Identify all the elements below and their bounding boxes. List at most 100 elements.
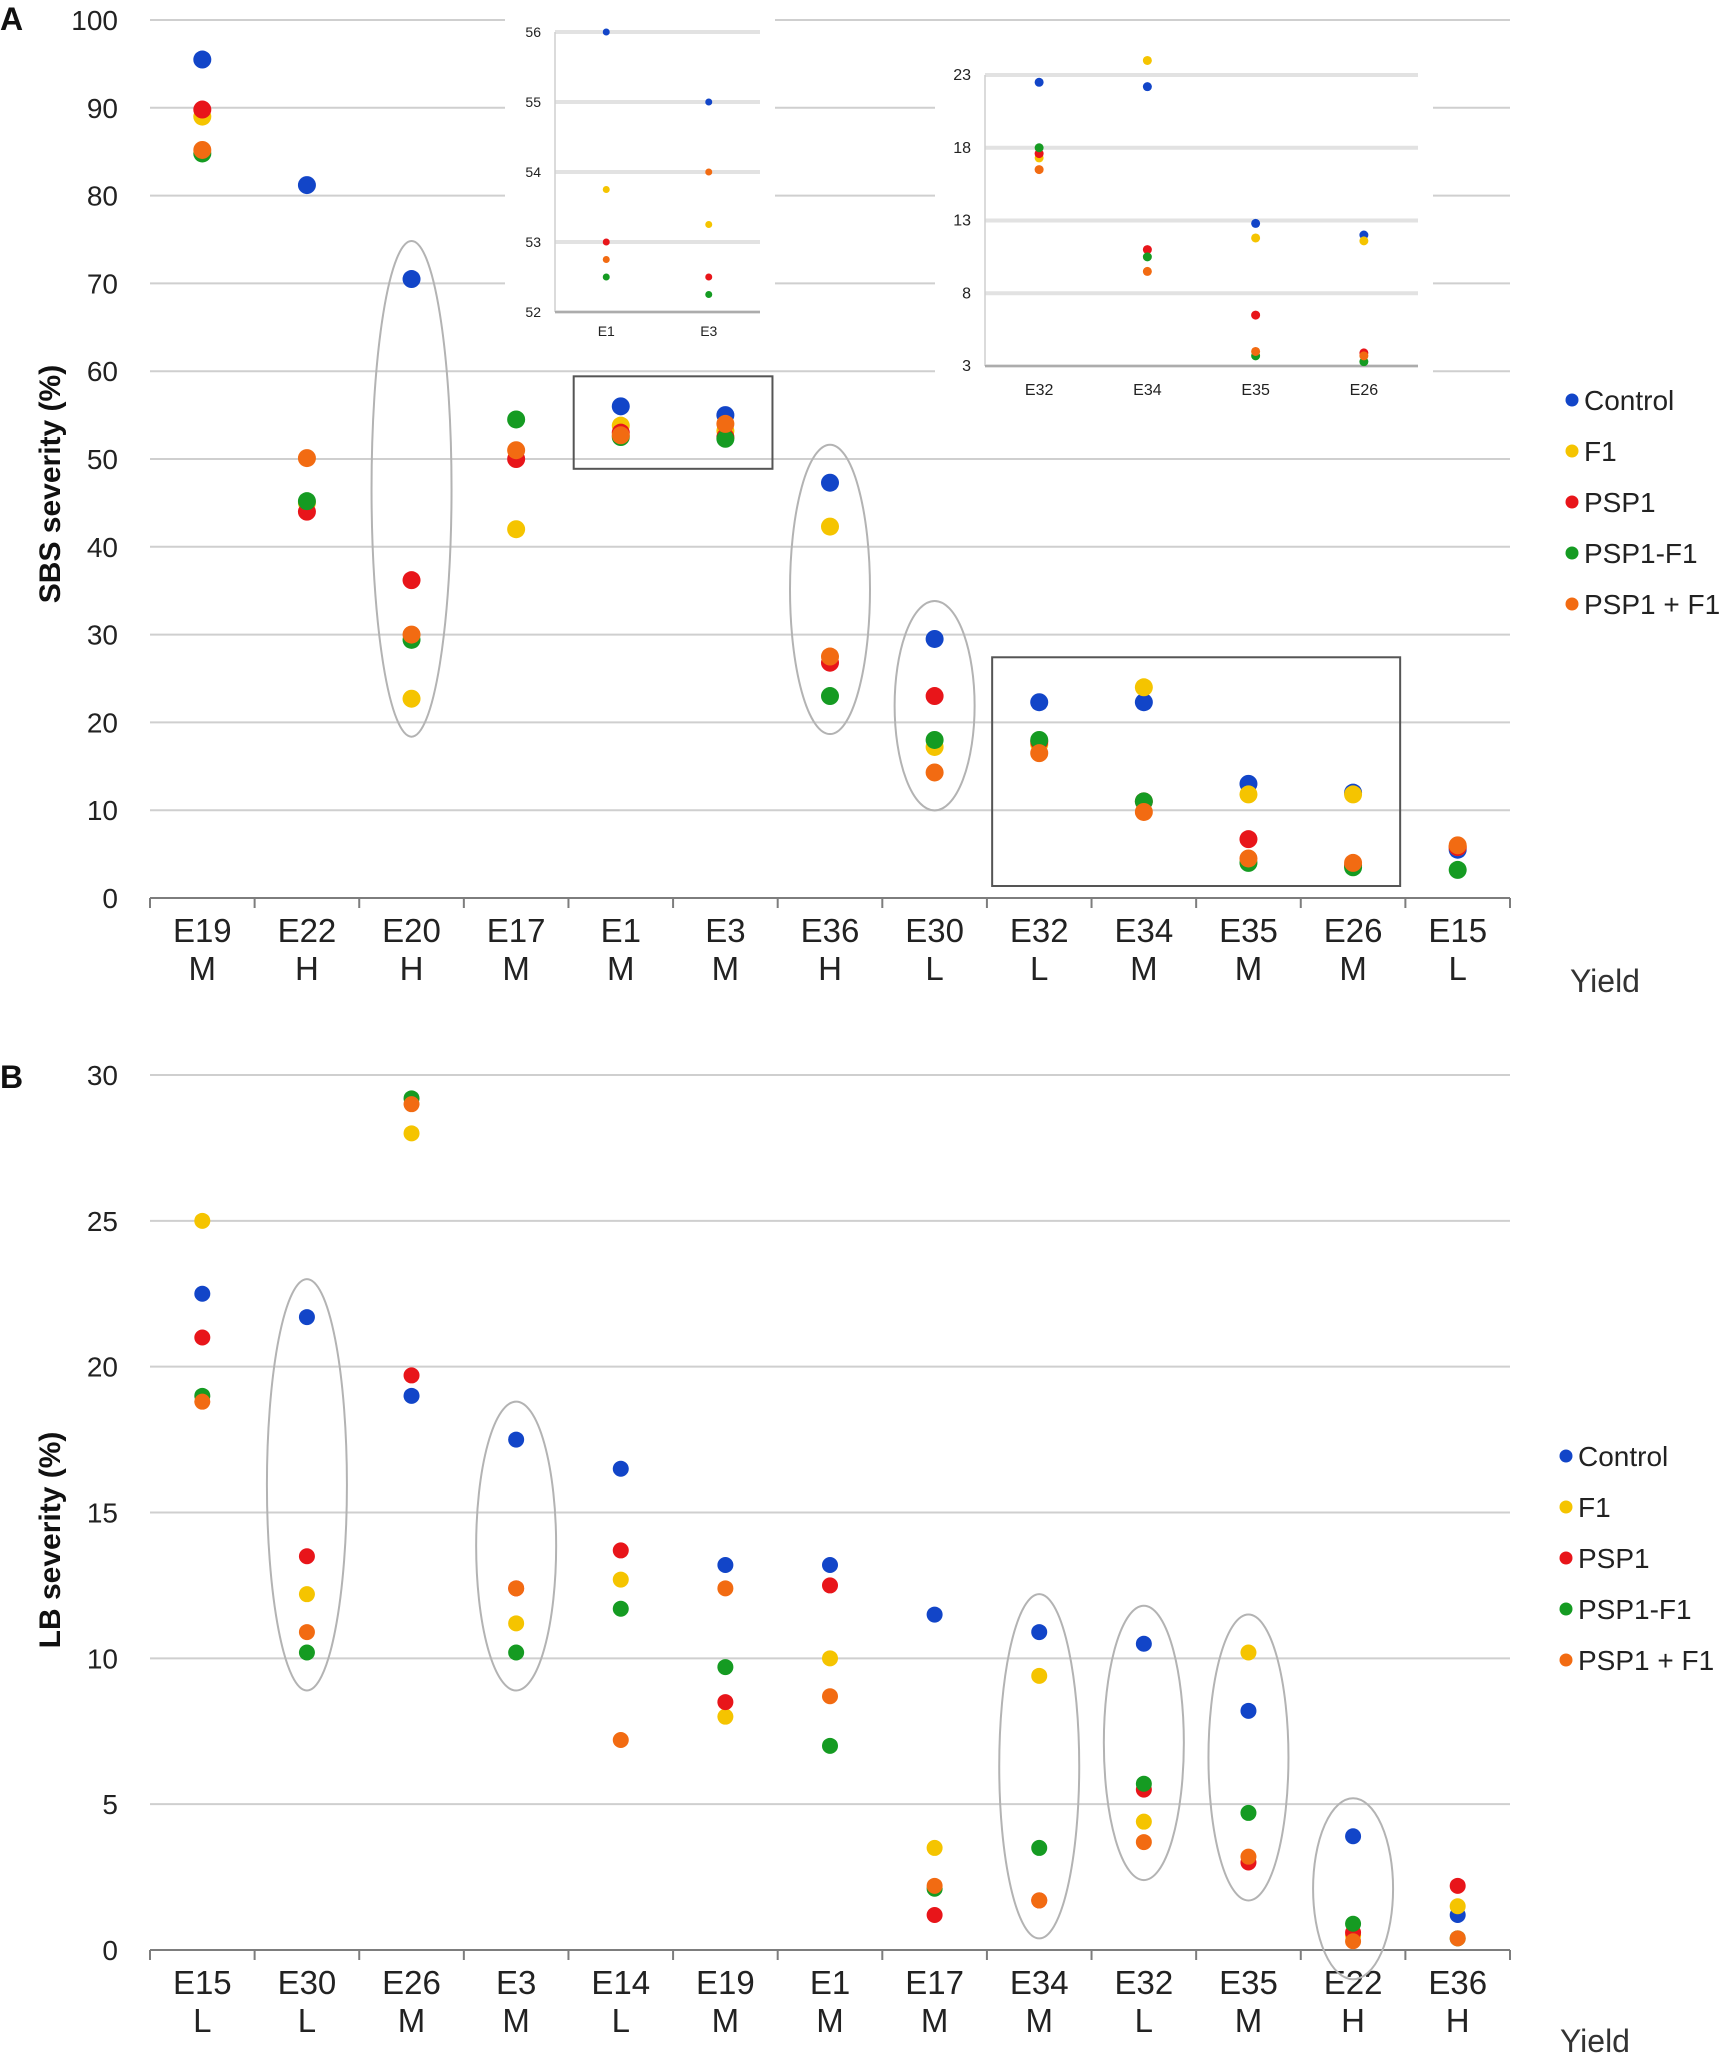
a-inset2-point — [1034, 165, 1044, 175]
a-yield-class-label: M — [1130, 950, 1158, 987]
b-category-label: E14 — [591, 1964, 650, 2001]
a-point — [402, 571, 421, 590]
a-inset2-ytick-label: 23 — [953, 67, 971, 84]
b-category-label: E22 — [1324, 1964, 1383, 2001]
a-yield-class-label: M — [607, 950, 635, 987]
legend-label: PSP1-F1 — [1584, 538, 1698, 569]
b-category-label: E17 — [905, 1964, 964, 2001]
a-ytick-label: 70 — [87, 268, 118, 299]
b-yield-class-label: L — [193, 2002, 211, 2039]
a-yield-class-label: H — [400, 950, 424, 987]
b-category-label: E3 — [496, 1964, 536, 2001]
b-group-ellipse — [475, 1400, 558, 1692]
a-inset1-point — [705, 291, 713, 298]
a-point — [1030, 730, 1049, 749]
b-point — [298, 1309, 315, 1326]
b-point — [403, 1387, 420, 1404]
a-yield-class-label: M — [1235, 950, 1263, 987]
legend-label: PSP1 + F1 — [1578, 1645, 1714, 1676]
b-point — [508, 1644, 525, 1661]
a-inset2-point — [1142, 266, 1152, 276]
panel-label-b: B — [0, 1059, 23, 1095]
b-ytick-label: 30 — [87, 1060, 118, 1091]
a-ytick-label: 30 — [87, 620, 118, 651]
b-group-ellipse — [1312, 1797, 1395, 1981]
legend-marker — [1565, 444, 1579, 458]
a-inset2-point — [1359, 351, 1369, 361]
a-inset2-point — [1142, 245, 1152, 255]
a-point — [402, 625, 421, 644]
a-inset2-point — [1251, 233, 1261, 243]
b-point — [822, 1557, 838, 1573]
a-ytick-label: 10 — [87, 795, 118, 826]
a-category-label: E36 — [801, 912, 860, 949]
a-inset2-point — [1142, 55, 1152, 65]
a-inset2-ytick-label: 3 — [962, 358, 971, 375]
panel-b-chart: LB severity (%) Yield 051015202530E15LE3… — [34, 1060, 1630, 2059]
legend-label: PSP1 — [1584, 487, 1656, 518]
b-point — [1449, 1898, 1466, 1915]
b-point — [1345, 1828, 1362, 1845]
a-ytick-label: 60 — [87, 356, 118, 387]
a-inset2-category-label: E32 — [1025, 382, 1054, 399]
b-point — [1135, 1775, 1152, 1792]
a-category-label: E17 — [487, 912, 546, 949]
a-point — [611, 426, 630, 445]
legend-label: F1 — [1578, 1492, 1611, 1523]
a-group-ellipse — [893, 599, 976, 812]
a-yield-class-label: M — [502, 950, 530, 987]
b-yield-class-label: M — [816, 2002, 844, 2039]
b-yield-class-label: M — [502, 2002, 530, 2039]
b-point — [1345, 1933, 1362, 1950]
b-point — [1031, 1624, 1048, 1641]
legend-label: F1 — [1584, 436, 1617, 467]
a-category-label: E22 — [278, 912, 337, 949]
b-group-ellipse — [1207, 1613, 1290, 1902]
a-inset1-point — [602, 238, 610, 246]
a-point — [821, 647, 839, 666]
a-inset1-point — [705, 221, 713, 228]
b-ytick-label: 0 — [102, 1935, 118, 1966]
panel-b-yield-label: Yield — [1560, 2023, 1630, 2059]
a-point — [193, 100, 212, 119]
a-point — [297, 449, 316, 468]
a-point — [1448, 860, 1467, 879]
a-point — [716, 429, 735, 448]
b-yield-class-label: M — [1025, 2002, 1053, 2039]
b-point — [508, 1580, 525, 1597]
panel-b-ylabel: LB severity (%) — [34, 1432, 67, 1649]
b-ytick-label: 5 — [102, 1789, 118, 1820]
a-inset2-background — [935, 55, 1433, 421]
a-point — [611, 397, 630, 416]
b-category-label: E32 — [1114, 1964, 1173, 2001]
b-point — [926, 1606, 943, 1623]
a-point — [1134, 678, 1153, 697]
a-yield-class-label: L — [1030, 950, 1048, 987]
a-inset1-background — [505, 12, 775, 367]
b-point — [298, 1548, 315, 1565]
b-group-ellipse — [1102, 1604, 1185, 1882]
b-yield-class-label: L — [1135, 2002, 1153, 2039]
b-category-label: E1 — [810, 1964, 850, 2001]
a-point — [1344, 853, 1363, 872]
b-category-label: E36 — [1428, 1964, 1487, 2001]
b-point — [508, 1431, 525, 1448]
a-yield-class-label: M — [189, 950, 217, 987]
b-category-label: E15 — [173, 1964, 232, 2001]
a-inset1-point — [602, 273, 610, 281]
a-yield-class-label: H — [295, 950, 319, 987]
b-point — [822, 1737, 838, 1754]
a-inset1-point — [705, 98, 713, 106]
a-inset1-point — [602, 186, 610, 193]
b-point — [612, 1460, 629, 1477]
legend-marker — [1565, 597, 1579, 611]
b-point — [298, 1624, 315, 1641]
b-point — [1031, 1892, 1048, 1909]
legend-marker — [1559, 1653, 1573, 1667]
b-category-label: E30 — [278, 1964, 337, 2001]
legend-marker — [1565, 495, 1579, 509]
a-ytick-label: 40 — [87, 532, 118, 563]
b-point — [1449, 1877, 1466, 1894]
legend-label: Control — [1578, 1441, 1668, 1472]
a-inset1-ytick-label: 56 — [525, 24, 541, 40]
